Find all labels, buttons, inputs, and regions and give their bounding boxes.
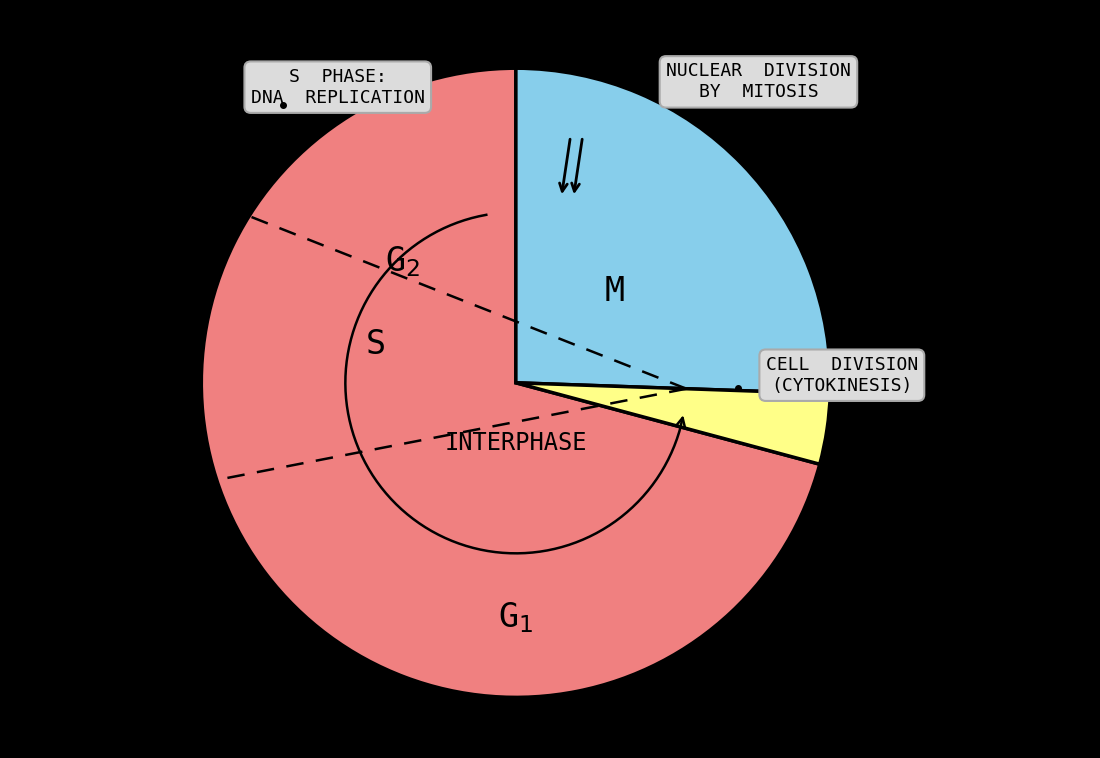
Text: CELL  DIVISION
(CYTOKINESIS): CELL DIVISION (CYTOKINESIS): [766, 356, 918, 395]
Text: S: S: [365, 328, 386, 362]
Wedge shape: [516, 383, 830, 464]
Text: INTERPHASE: INTERPHASE: [444, 431, 587, 456]
Text: M: M: [604, 275, 625, 309]
Text: G$_1$: G$_1$: [498, 600, 534, 635]
Text: NUCLEAR  DIVISION
BY  MITOSIS: NUCLEAR DIVISION BY MITOSIS: [666, 62, 851, 102]
Wedge shape: [516, 68, 830, 393]
Text: G$_2$: G$_2$: [385, 244, 420, 279]
Wedge shape: [201, 68, 820, 697]
Text: S  PHASE:
DNA  REPLICATION: S PHASE: DNA REPLICATION: [251, 67, 425, 107]
